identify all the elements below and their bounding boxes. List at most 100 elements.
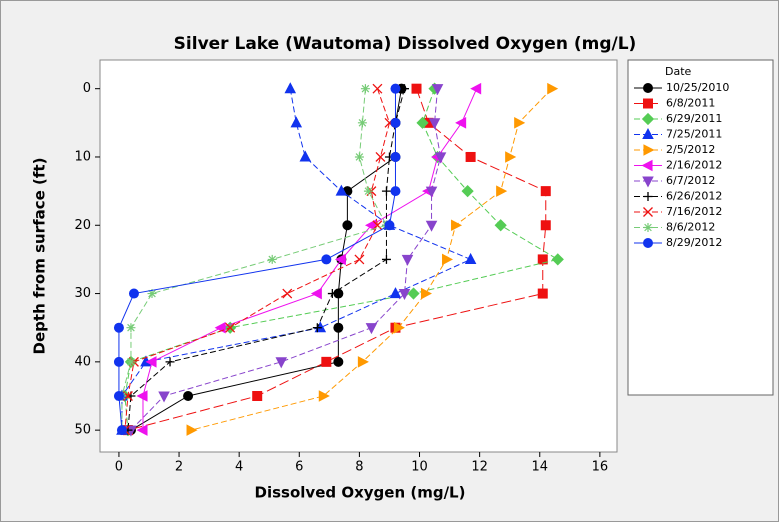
marker [398, 289, 411, 301]
series [186, 82, 559, 436]
marker [551, 253, 564, 266]
legend-label: 7/25/2011 [666, 128, 722, 141]
marker [310, 287, 322, 300]
marker [401, 254, 414, 266]
x-axis-label: Dissolved Oxygen (mg/L) [255, 484, 466, 502]
legend-label: 2/16/2012 [666, 159, 722, 172]
chart-title: Silver Lake (Wautoma) Dissolved Oxygen (… [174, 34, 637, 54]
marker [537, 254, 548, 265]
x-tick-label: 16 [592, 460, 609, 475]
x-tick-label: 8 [355, 460, 363, 475]
marker [416, 116, 429, 129]
marker [126, 357, 136, 367]
marker [451, 219, 463, 232]
marker [540, 186, 551, 197]
marker [390, 83, 401, 94]
marker [420, 287, 433, 300]
legend-label: 6/8/2011 [666, 97, 715, 110]
marker [335, 184, 348, 196]
marker [428, 118, 441, 130]
marker [455, 117, 467, 129]
marker [113, 391, 124, 401]
marker [643, 144, 655, 156]
marker [136, 424, 148, 436]
marker [537, 288, 548, 299]
marker [321, 254, 332, 265]
marker [643, 238, 653, 248]
legend-label: 6/29/2011 [666, 112, 722, 125]
marker [642, 176, 654, 188]
marker [375, 152, 386, 162]
legend-label: 10/25/2010 [666, 81, 729, 94]
series-line [124, 88, 560, 431]
marker [113, 322, 124, 333]
marker [290, 116, 303, 128]
marker [643, 207, 653, 217]
x-tick-label: 6 [295, 460, 303, 475]
marker [641, 159, 653, 172]
marker [312, 323, 322, 333]
marker [321, 356, 332, 367]
marker [318, 390, 330, 402]
y-tick-label: 10 [74, 149, 91, 164]
marker [505, 151, 517, 163]
marker [372, 220, 383, 231]
marker [357, 118, 367, 128]
legend-label: 6/7/2012 [666, 174, 715, 187]
legend-label: 2/5/2012 [666, 143, 715, 156]
marker [275, 357, 288, 369]
y-tick-label: 40 [74, 354, 91, 369]
marker [252, 391, 263, 401]
marker [434, 152, 447, 164]
legend-title: Date [665, 65, 692, 78]
marker [354, 254, 365, 265]
marker [381, 186, 391, 196]
marker [411, 83, 422, 94]
marker [390, 117, 401, 128]
marker [465, 151, 476, 162]
marker [145, 356, 157, 368]
marker [126, 323, 136, 333]
marker [360, 84, 370, 94]
series [113, 83, 401, 436]
marker [334, 253, 346, 266]
x-tick-label: 14 [531, 460, 548, 475]
marker [284, 82, 297, 94]
marker [547, 82, 559, 95]
series [125, 84, 447, 437]
marker [365, 323, 378, 335]
plot-area [99, 59, 618, 453]
marker [363, 186, 373, 196]
marker [643, 83, 653, 93]
series [136, 82, 482, 436]
x-tick-label: 10 [411, 460, 428, 475]
marker [425, 186, 438, 198]
marker [299, 150, 312, 162]
legend-label: 8/29/2012 [666, 236, 722, 249]
marker [327, 289, 337, 299]
marker [116, 425, 127, 436]
marker [165, 357, 175, 367]
marker [384, 220, 395, 231]
marker [442, 253, 454, 266]
marker [372, 83, 383, 94]
marker [496, 185, 508, 197]
marker [390, 151, 401, 162]
marker [183, 391, 194, 401]
marker [407, 287, 420, 300]
marker [514, 117, 526, 129]
marker [342, 220, 353, 231]
marker [158, 391, 170, 403]
marker [333, 322, 344, 333]
marker [470, 82, 482, 95]
marker [641, 112, 655, 126]
marker [225, 322, 236, 333]
x-tick-label: 2 [175, 460, 183, 475]
marker [128, 288, 139, 299]
marker [643, 223, 653, 232]
y-axis-label: Depth from surface (ft) [31, 158, 49, 355]
marker [389, 287, 402, 299]
y-tick-label: 30 [74, 286, 91, 301]
marker [364, 219, 376, 232]
